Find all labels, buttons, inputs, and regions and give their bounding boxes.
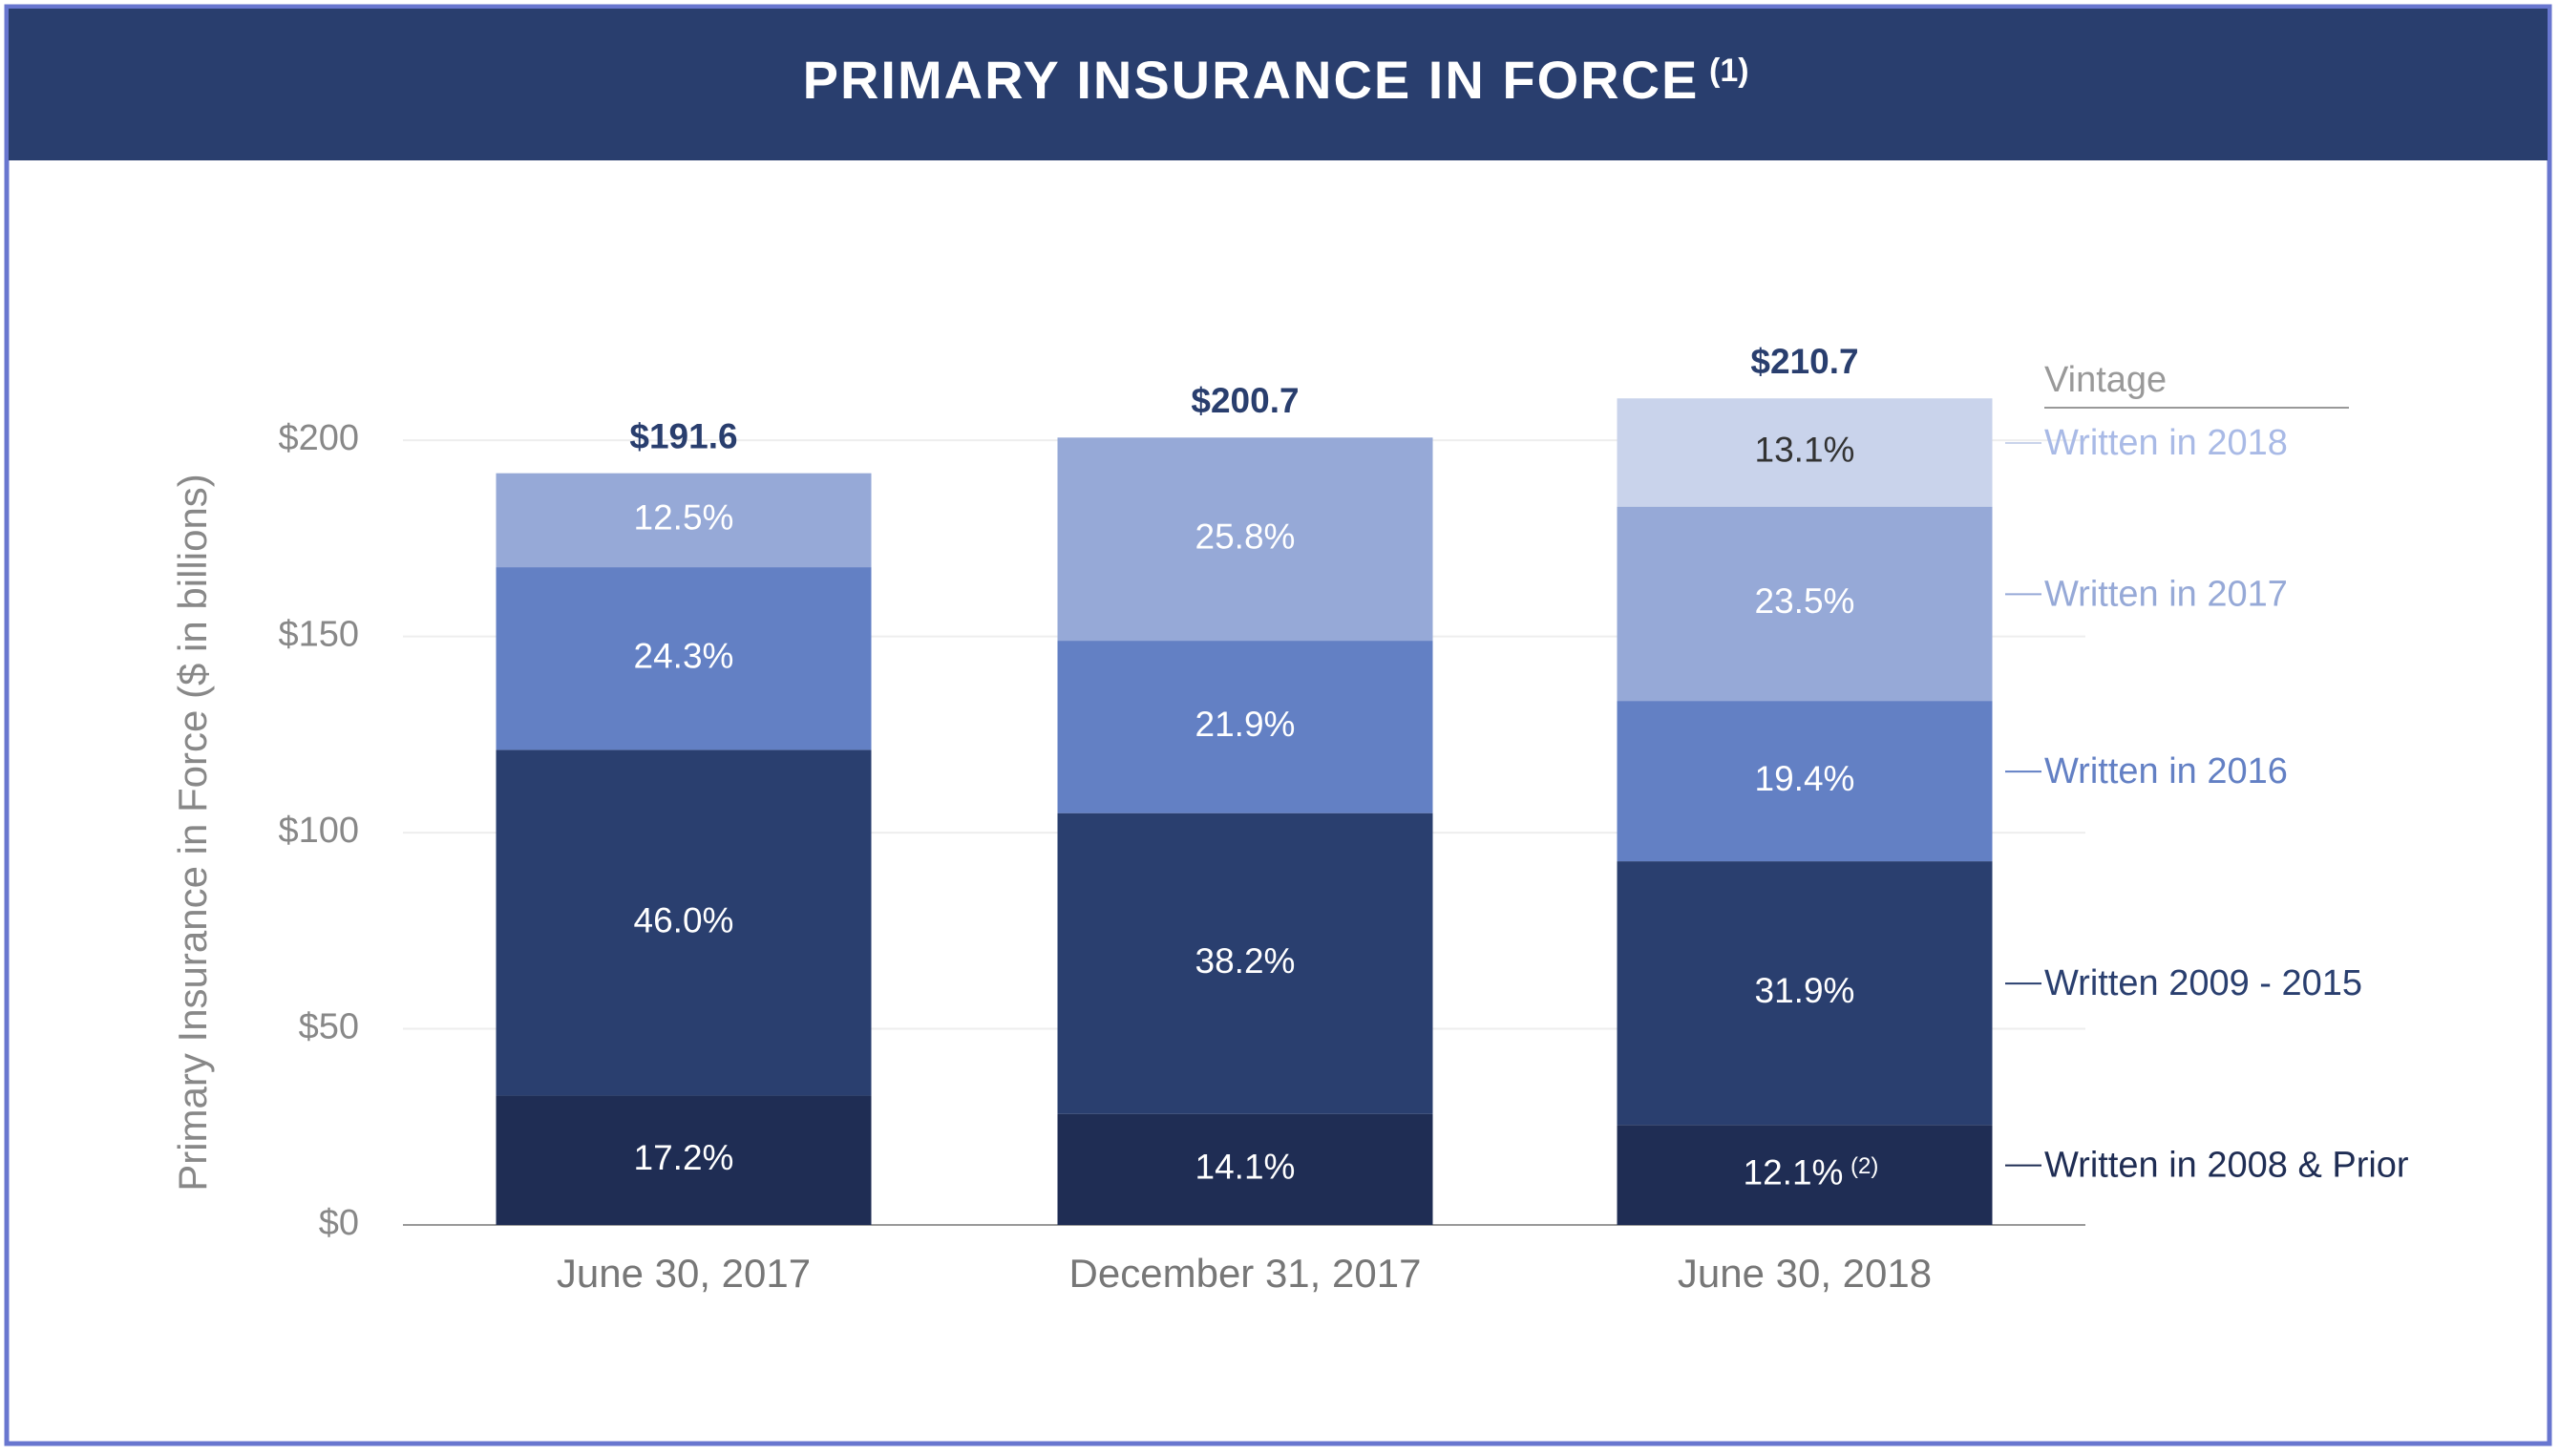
bar-segment xyxy=(1057,437,1433,642)
legend-label: Written in 2017 xyxy=(2044,574,2288,614)
bar-segment xyxy=(496,567,872,750)
segment-label: 24.3% xyxy=(634,637,734,676)
total-label: $191.6 xyxy=(629,416,737,455)
bar-segment xyxy=(496,473,872,568)
segment-label: 12.1% xyxy=(1744,1152,1844,1192)
segment-label: 13.1% xyxy=(1755,431,1855,470)
total-label: $210.7 xyxy=(1750,342,1858,381)
x-tick-label: December 31, 2017 xyxy=(1069,1251,1422,1296)
segment-label: 31.9% xyxy=(1755,971,1855,1010)
y-tick-label: $100 xyxy=(278,811,359,851)
segment-label: 23.5% xyxy=(1755,581,1855,621)
segment-label: 17.2% xyxy=(634,1138,734,1177)
segment-label: 19.4% xyxy=(1755,759,1855,798)
segment-label: 46.0% xyxy=(634,900,734,939)
x-tick-label: June 30, 2018 xyxy=(1678,1251,1932,1296)
legend-label: Written in 2018 xyxy=(2044,423,2288,463)
legend-label: Written 2009 - 2015 xyxy=(2044,963,2362,1003)
segment-footnote: (2) xyxy=(1851,1153,1878,1179)
y-axis-title: Primary Insurance in Force ($ in billion… xyxy=(170,474,215,1192)
bar-segment xyxy=(1057,812,1433,1114)
chart-title: PRIMARY INSURANCE IN FORCE xyxy=(803,50,1700,110)
bar-segment xyxy=(1617,398,1993,507)
y-tick-label: $50 xyxy=(299,1007,359,1047)
bar-segment xyxy=(1617,701,1993,862)
total-label: $200.7 xyxy=(1191,381,1299,420)
bar-segment xyxy=(1617,1125,1993,1225)
y-tick-label: $150 xyxy=(278,615,359,655)
y-tick-label: $0 xyxy=(319,1203,359,1243)
bar-segment xyxy=(1057,1113,1433,1225)
bar-segment xyxy=(1057,641,1433,813)
segment-label: 12.5% xyxy=(634,498,734,538)
x-tick-label: June 30, 2017 xyxy=(557,1251,811,1296)
header xyxy=(9,9,2548,160)
legend-label: Written in 2008 & Prior xyxy=(2044,1146,2409,1186)
bar-segment xyxy=(1617,506,1993,702)
y-tick-label: $200 xyxy=(278,418,359,458)
bar-segment xyxy=(496,749,872,1096)
bar-segment xyxy=(1617,861,1993,1126)
segment-label: 38.2% xyxy=(1195,941,1296,981)
segment-label: 25.8% xyxy=(1195,517,1296,556)
title-footnote: (1) xyxy=(1709,53,1749,89)
legend-label: Written in 2016 xyxy=(2044,751,2288,791)
legend-title: Vintage xyxy=(2044,360,2167,400)
segment-label: 21.9% xyxy=(1195,705,1296,744)
bar-segment xyxy=(496,1095,872,1225)
segment-label: 14.1% xyxy=(1195,1148,1296,1187)
